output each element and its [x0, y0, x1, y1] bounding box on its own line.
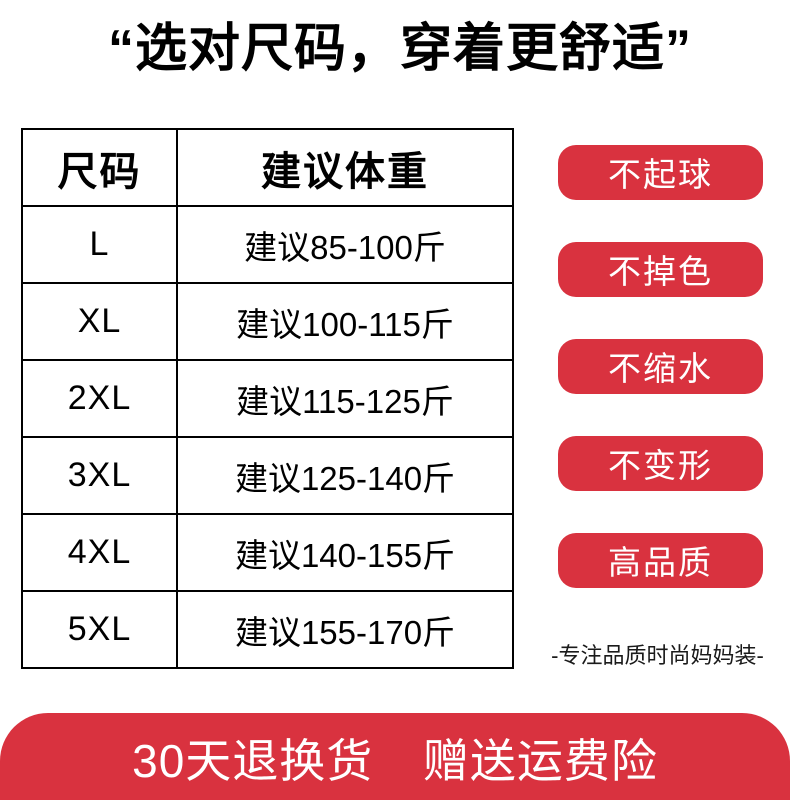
- weight-value: 建议115-125斤: [176, 359, 514, 438]
- feature-badge-high-quality: 高品质: [558, 533, 763, 588]
- shipping-insurance-text: 赠送运费险: [422, 734, 658, 787]
- table-header-size: 尺码: [21, 128, 178, 207]
- weight-value: 建议100-115斤: [176, 282, 514, 361]
- guarantee-banner: 30天退换货 赠送运费险: [0, 713, 790, 800]
- guarantee-banner-text: 30天退换货 赠送运费险: [132, 725, 658, 797]
- size-chart-table: 尺码 建议体重 L 建议85-100斤 XL 建议100-115斤 2XL 建议…: [21, 128, 514, 669]
- feature-badge-no-shrink: 不缩水: [558, 339, 763, 394]
- weight-value: 建议155-170斤: [176, 590, 514, 669]
- feature-badge-no-deform: 不变形: [558, 436, 763, 491]
- table-row: 4XL 建议140-155斤: [21, 513, 514, 592]
- size-value: 4XL: [21, 513, 178, 592]
- size-value: 3XL: [21, 436, 178, 515]
- weight-value: 建议85-100斤: [176, 205, 514, 284]
- brand-tagline: -专注品质时尚妈妈装-: [551, 643, 764, 668]
- table-row: XL 建议100-115斤: [21, 282, 514, 361]
- return-policy-text: 30天退换货: [132, 734, 374, 787]
- weight-value: 建议140-155斤: [176, 513, 514, 592]
- size-value: 5XL: [21, 590, 178, 669]
- size-value: 2XL: [21, 359, 178, 438]
- feature-badge-list: 不起球 不掉色 不缩水 不变形 高品质: [558, 145, 763, 588]
- feature-badge-colorfast: 不掉色: [558, 242, 763, 297]
- weight-value: 建议125-140斤: [176, 436, 514, 515]
- page-title: “选对尺码，穿着更舒适”: [107, 20, 692, 78]
- table-header-weight: 建议体重: [176, 128, 514, 207]
- table-row: 2XL 建议115-125斤: [21, 359, 514, 438]
- size-value: L: [21, 205, 178, 284]
- table-row: 3XL 建议125-140斤: [21, 436, 514, 515]
- table-header-row: 尺码 建议体重: [21, 128, 514, 207]
- size-value: XL: [21, 282, 178, 361]
- table-row: 5XL 建议155-170斤: [21, 590, 514, 669]
- table-row: L 建议85-100斤: [21, 205, 514, 284]
- feature-badge-anti-pilling: 不起球: [558, 145, 763, 200]
